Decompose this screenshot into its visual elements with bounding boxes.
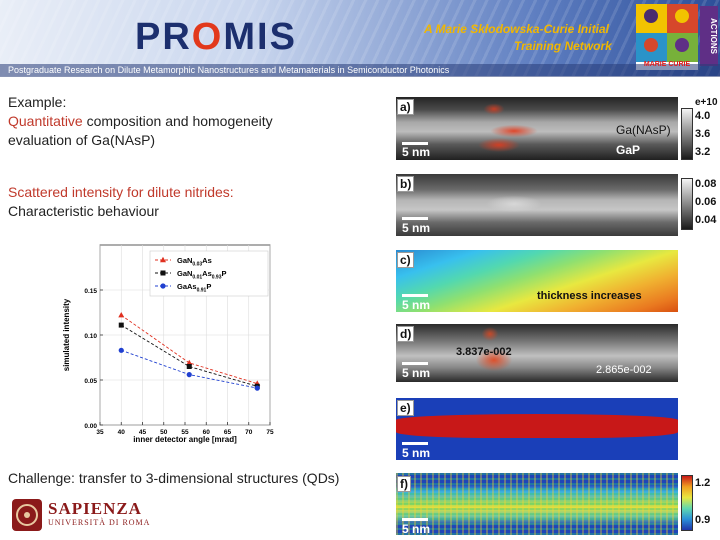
scattered-heading: Scattered intensity for dilute nitrides: — [8, 184, 234, 200]
panel-a-annotation-gansp: Ga(NAsP) — [616, 123, 671, 137]
panel-d-annotation-max: 3.837e-002 — [456, 346, 512, 358]
panel-c-scale-bar — [402, 294, 428, 297]
panel-c-image — [396, 250, 678, 312]
data-point-square — [186, 364, 192, 369]
x-tick-label: 45 — [139, 429, 147, 436]
panel-a-colorbar-tick: 3.6 — [695, 128, 711, 140]
x-tick-label: 70 — [245, 429, 253, 436]
panel-f-colorbar-tick: 1.2 — [695, 477, 711, 489]
data-point-square — [160, 270, 166, 276]
panel-a-colorbar-tick: 4.0 — [695, 110, 711, 122]
panel-b-colorbar-tick: 0.08 — [695, 178, 717, 190]
data-point-square — [118, 322, 124, 328]
panel-a-annotation-gap: GaP — [616, 143, 641, 157]
legend-box — [149, 250, 269, 297]
x-tick-label: 55 — [181, 429, 189, 436]
network-title-line1: A Marie Skłodowska-Curie Initial — [424, 22, 609, 36]
panel-d-label: d) — [397, 326, 415, 342]
y-tick-label: 0.00 — [84, 423, 97, 430]
panel-d-image — [396, 324, 678, 382]
marie-curie-label: MARIE CURIE — [643, 61, 691, 68]
panel-b-colorbar-tick: 0.06 — [695, 196, 717, 208]
y-tick-label: 0.15 — [84, 288, 97, 295]
x-tick-label: 40 — [118, 429, 126, 436]
panel-f-colorbar — [681, 475, 693, 531]
panel-e-scale-label: 5 nm — [402, 446, 431, 460]
y-axis-label: simulated intensity — [62, 298, 71, 371]
legend-label: GaN0.03As — [177, 256, 212, 268]
header-subtitle: Postgraduate Research on Dilute Metamorp… — [8, 65, 450, 75]
panel-d-scale-bar — [402, 362, 428, 365]
example-block: Example: Quantitative composition and ho… — [8, 93, 273, 150]
panel-a-colorbar-tick: 3.2 — [695, 146, 711, 158]
panel-c-scale-label: 5 nm — [402, 298, 431, 312]
legend-label: GaAs0.91P — [177, 282, 211, 294]
quantitative-line2: evaluation of Ga(NAsP) — [8, 132, 156, 148]
y-tick-label: 0.10 — [84, 333, 97, 340]
data-point-circle — [118, 347, 124, 353]
subtitle-bar: Postgraduate Research on Dilute Metamorp… — [0, 64, 720, 77]
university-name: SAPIENZA — [48, 499, 142, 518]
y-tick-label: 0.05 — [84, 378, 97, 385]
panel-e-image — [396, 398, 678, 460]
panel-b-colorbar — [681, 178, 693, 230]
quantitative-rest: composition and homogeneity — [82, 113, 273, 129]
panel-e-scale-bar — [402, 442, 428, 445]
panel-f-image — [396, 473, 678, 535]
x-tick-label: 35 — [96, 429, 104, 436]
panel-b-image — [396, 174, 678, 236]
quantitative-line: Quantitative composition and homogeneity — [8, 112, 273, 131]
panel-b-colorbar-tick: 0.04 — [695, 214, 717, 226]
panel-a-colorbar — [681, 108, 693, 160]
panel-a-image — [396, 97, 678, 160]
panel-a-label: a) — [397, 99, 414, 115]
panel-c-label: c) — [397, 252, 414, 268]
panel-a-scale-bar — [402, 142, 428, 145]
sapienza-logo — [12, 499, 42, 531]
university-subname: UNIVERSITÀ DI ROMA — [48, 518, 151, 527]
actions-badge: ACTIONS — [700, 6, 718, 66]
data-point-circle — [254, 385, 260, 391]
panel-f-colorbar-tick: 0.9 — [695, 514, 711, 526]
data-point-triangle — [118, 312, 125, 318]
promis-logo: PROMIS — [135, 16, 297, 58]
data-point-circle — [160, 283, 166, 289]
data-point-circle — [186, 372, 192, 378]
network-title-line2: Training Network — [514, 39, 612, 53]
panel-b-scale-bar — [402, 217, 428, 220]
panel-c-annotation: thickness increases — [537, 290, 642, 302]
example-label: Example: — [8, 94, 67, 110]
scattered-block: Scattered intensity for dilute nitrides:… — [8, 183, 234, 221]
data-point-triangle — [186, 359, 193, 366]
x-tick-label: 65 — [224, 429, 232, 436]
x-tick-label: 75 — [266, 429, 274, 436]
panel-d-annotation-min: 2.865e-002 — [596, 364, 652, 376]
x-axis-label: inner detector angle [mrad] — [133, 435, 237, 444]
quantitative-word: Quantitative — [8, 113, 83, 129]
x-tick-label: 60 — [203, 429, 211, 436]
panel-b-scale-label: 5 nm — [402, 221, 431, 235]
panel-d-scale-label: 5 nm — [402, 366, 431, 380]
panel-e-layer — [396, 414, 678, 438]
panel-f-label: f) — [397, 476, 411, 492]
series-line — [121, 324, 258, 387]
panel-f-scale-bar — [402, 518, 428, 521]
legend-label: GaN0.01As0.93P — [177, 269, 227, 281]
panel-b-label: b) — [397, 176, 415, 192]
panel-e-label: e) — [397, 400, 414, 416]
header-banner — [0, 0, 720, 76]
x-tick-label: 50 — [160, 429, 168, 436]
data-point-triangle — [160, 256, 166, 263]
series-line — [120, 314, 258, 385]
intensity-chart: 0.00 0.05 0.10 0.15 35 40 45 50 55 60 65 70 75 GaN0.… — [62, 244, 274, 444]
panel-f-scale-label: 5 nm — [402, 522, 431, 536]
panel-a-scale-label: 5 nm — [402, 145, 431, 159]
challenge-text: Challenge: transfer to 3-dimensional str… — [8, 470, 340, 486]
panel-a-colorbar-exponent: e+10 — [695, 97, 718, 108]
scattered-subline: Characteristic behaviour — [8, 203, 159, 219]
